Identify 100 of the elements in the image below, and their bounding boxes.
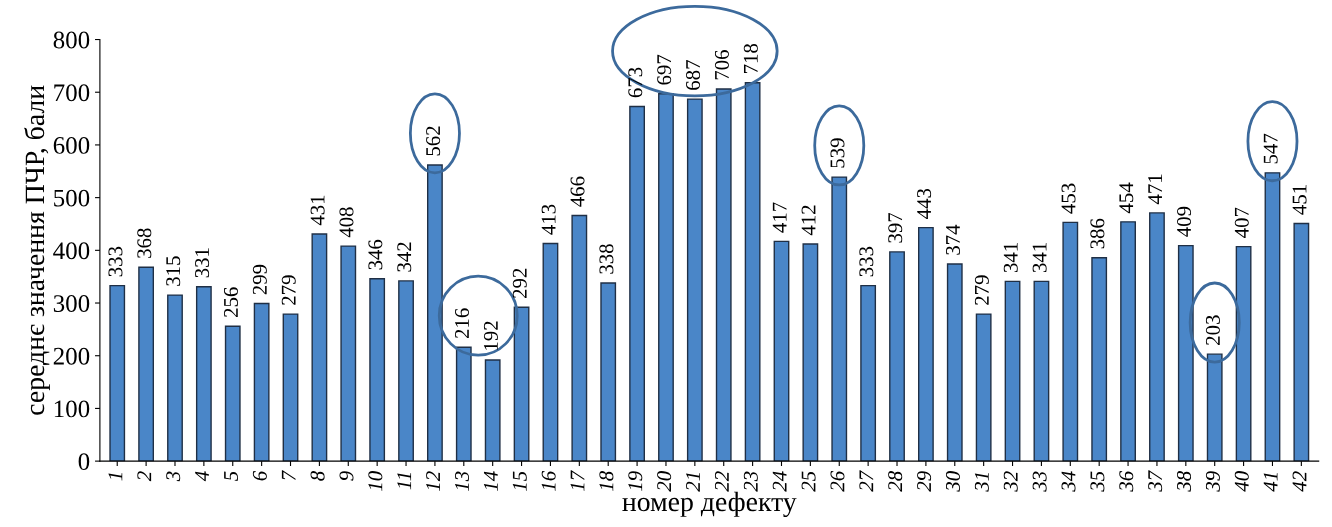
x-tick-label: 36 <box>1119 470 1134 492</box>
bar <box>917 226 934 462</box>
bar <box>1120 221 1136 462</box>
data-label: 471 <box>1148 174 1162 205</box>
x-tick-label: 39 <box>1205 471 1220 492</box>
y-axis-title: середнє значення ПЧР, бали <box>24 85 50 415</box>
bar <box>1062 221 1079 462</box>
bar <box>975 313 992 462</box>
x-tick-label: 32 <box>1003 471 1018 492</box>
y-tick-label: 100 <box>54 400 90 418</box>
bar <box>195 285 212 462</box>
x-tick-label: 38 <box>1176 471 1192 492</box>
bar <box>802 243 819 462</box>
data-label: 341 <box>1003 243 1018 273</box>
data-label: 453 <box>1061 183 1076 214</box>
data-label: 333 <box>859 246 874 277</box>
data-label: 454 <box>1119 182 1134 214</box>
bar <box>1293 222 1310 462</box>
bar <box>542 242 559 462</box>
x-tick-label: 33 <box>1032 471 1047 492</box>
data-label: 338 <box>599 244 614 274</box>
x-tick-label: 4 <box>195 471 209 482</box>
x-tick-label: 28 <box>888 471 903 492</box>
data-label: 192 <box>483 321 498 350</box>
bar <box>831 176 848 462</box>
y-tick-label: 600 <box>53 136 90 154</box>
bar <box>1264 172 1281 462</box>
data-label: 331 <box>195 248 210 278</box>
bar <box>571 214 588 462</box>
bar <box>369 278 386 462</box>
bar <box>1206 353 1223 462</box>
data-label: 279 <box>281 275 296 305</box>
data-label: 417 <box>772 202 787 233</box>
x-tick-label: 35 <box>1090 471 1105 492</box>
y-tick-label: 300 <box>53 295 90 312</box>
data-label: 342 <box>397 242 412 272</box>
data-label: 299 <box>252 264 267 295</box>
x-tick-label: 3 <box>166 471 181 482</box>
data-label: 256 <box>223 287 238 317</box>
x-tick-label: 23 <box>743 471 758 492</box>
x-tick-label: 41 <box>1263 473 1278 492</box>
x-tick-label: 27 <box>859 470 874 492</box>
y-tick-label: 400 <box>53 242 90 260</box>
data-label: 203 <box>1205 315 1220 345</box>
x-tick-label: 12 <box>426 471 440 491</box>
data-label: 346 <box>368 239 383 270</box>
bar <box>629 105 646 462</box>
data-label: 412 <box>801 205 816 236</box>
bar <box>1235 245 1252 462</box>
x-tick-label: 5 <box>224 471 238 481</box>
x-tick-label: 30 <box>945 471 960 492</box>
bar <box>1177 244 1194 462</box>
y-tick-label: 700 <box>54 84 90 102</box>
x-tick-label: 8 <box>310 471 325 481</box>
x-tick-label: 15 <box>512 471 527 491</box>
data-label: 451 <box>1292 185 1307 215</box>
data-label: 706 <box>714 50 729 80</box>
y-tick-label: 200 <box>53 347 90 365</box>
bar <box>744 82 761 462</box>
data-label: 374 <box>945 224 960 255</box>
x-tick-label: 20 <box>657 471 672 492</box>
x-tick-label: 25 <box>801 471 816 492</box>
data-label: 443 <box>917 188 932 219</box>
x-tick-label: 14 <box>483 471 498 491</box>
bar <box>1091 257 1108 462</box>
x-tick-label: 1 <box>108 473 123 481</box>
x-tick-label: 9 <box>339 471 354 481</box>
data-label: 279 <box>974 275 989 305</box>
data-label: 216 <box>455 308 470 339</box>
bar <box>138 266 155 462</box>
x-tick-label: 40 <box>1234 471 1249 492</box>
data-label: 687 <box>686 60 701 90</box>
y-tick-label: 0 <box>78 453 90 471</box>
data-label: 562 <box>426 126 441 156</box>
bar <box>340 245 357 462</box>
x-tick-label: 34 <box>1061 471 1076 492</box>
bar <box>484 359 501 462</box>
bar <box>513 306 530 462</box>
data-label: 368 <box>137 228 152 258</box>
bar <box>1033 280 1050 462</box>
x-tick-label: 18 <box>599 471 614 491</box>
bar <box>686 98 703 462</box>
bar <box>658 93 674 462</box>
data-label: 386 <box>1090 218 1105 249</box>
x-tick-label: 13 <box>455 471 470 491</box>
bar <box>455 346 472 462</box>
data-label: 539 <box>830 138 845 168</box>
x-tick-label: 6 <box>252 470 267 481</box>
bar <box>715 88 732 462</box>
data-label: 292 <box>512 268 527 298</box>
x-tick-label: 10 <box>368 471 383 491</box>
bar <box>889 251 905 462</box>
data-label: 431 <box>310 195 325 226</box>
x-tick-label: 11 <box>397 473 412 490</box>
bar <box>224 325 241 462</box>
x-tick-label: 42 <box>1292 471 1307 492</box>
bar <box>282 313 299 462</box>
bar <box>1004 280 1021 462</box>
bar <box>109 284 126 462</box>
x-tick-label: 16 <box>541 470 556 491</box>
